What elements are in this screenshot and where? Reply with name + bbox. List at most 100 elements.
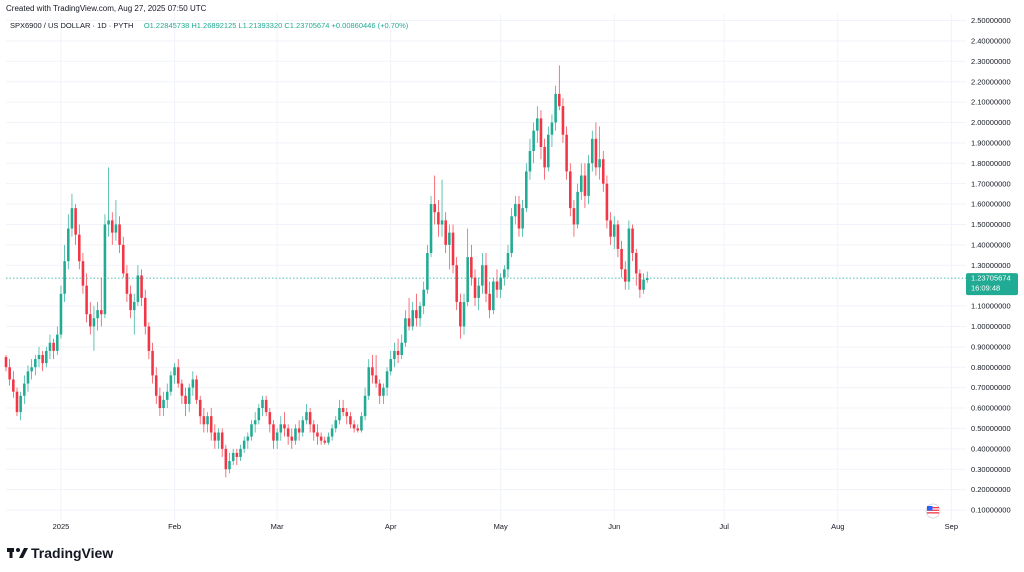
candle bbox=[8, 359, 11, 386]
candle bbox=[63, 244, 66, 302]
candle-body bbox=[462, 301, 466, 327]
candle bbox=[349, 412, 352, 429]
candle bbox=[132, 293, 136, 335]
candle bbox=[220, 428, 224, 457]
candle bbox=[319, 432, 323, 445]
candle bbox=[627, 220, 631, 290]
y-tick-label: 2.00000000 bbox=[971, 118, 1011, 127]
candle bbox=[488, 281, 491, 319]
candle bbox=[19, 391, 22, 421]
candle bbox=[634, 248, 638, 286]
candle bbox=[352, 420, 356, 433]
candle-body bbox=[26, 371, 30, 384]
candle-body bbox=[437, 212, 440, 225]
candle bbox=[147, 322, 151, 360]
candle bbox=[568, 163, 572, 217]
candle bbox=[30, 359, 33, 380]
candle bbox=[356, 424, 360, 433]
candle bbox=[514, 195, 517, 225]
candle-body bbox=[187, 387, 191, 404]
candle-body bbox=[34, 359, 37, 368]
candle-body bbox=[129, 293, 132, 311]
candle bbox=[52, 338, 55, 360]
candle bbox=[301, 416, 305, 437]
candle bbox=[316, 424, 319, 445]
candle-body bbox=[609, 220, 612, 237]
candle bbox=[217, 428, 220, 449]
candle-body bbox=[56, 334, 59, 351]
candle bbox=[143, 289, 147, 335]
x-tick-label: Jul bbox=[719, 522, 729, 531]
candle-body bbox=[587, 163, 590, 196]
y-tick-label: 2.10000000 bbox=[971, 98, 1011, 107]
candle bbox=[195, 375, 198, 404]
candle-body bbox=[81, 261, 85, 286]
candle bbox=[360, 412, 363, 433]
candle bbox=[253, 412, 257, 433]
candle-body bbox=[415, 310, 418, 319]
candle-body bbox=[404, 318, 407, 343]
y-tick-label: 1.50000000 bbox=[971, 220, 1011, 229]
candle-body bbox=[433, 204, 436, 213]
candle bbox=[495, 269, 499, 298]
price-label-value: 1.23705674 bbox=[971, 274, 1011, 283]
candle-body bbox=[253, 420, 257, 425]
candle bbox=[554, 85, 557, 131]
candle-body bbox=[312, 424, 316, 433]
y-tick-label: 1.10000000 bbox=[971, 302, 1011, 311]
candle-body bbox=[459, 301, 462, 327]
candle bbox=[275, 428, 279, 449]
candle bbox=[572, 199, 576, 237]
candle-body bbox=[114, 224, 118, 233]
y-tick-label: 0.40000000 bbox=[971, 444, 1011, 453]
candle-body bbox=[19, 395, 22, 413]
candle-body bbox=[151, 350, 154, 376]
candle bbox=[341, 399, 345, 417]
candle bbox=[250, 420, 253, 441]
candle bbox=[363, 387, 367, 421]
candle bbox=[176, 359, 180, 388]
candle-body bbox=[429, 204, 433, 254]
candle-body bbox=[140, 275, 143, 298]
candle bbox=[473, 269, 477, 307]
candle-body bbox=[78, 234, 81, 262]
candle-body bbox=[264, 399, 268, 413]
candle-body bbox=[327, 436, 330, 443]
candle bbox=[48, 334, 52, 360]
symbol-label: SPX6900 / US DOLLAR · 1D · PYTH bbox=[10, 21, 133, 30]
candle bbox=[246, 432, 250, 449]
us-flag-icon[interactable] bbox=[925, 503, 941, 519]
candle-body bbox=[367, 367, 371, 396]
y-tick-label: 0.60000000 bbox=[971, 404, 1011, 413]
candle bbox=[565, 126, 568, 180]
candle bbox=[198, 395, 202, 425]
candle-body bbox=[99, 310, 103, 315]
candle-body bbox=[554, 93, 557, 123]
candle-body bbox=[85, 285, 88, 315]
candle-body bbox=[74, 208, 77, 235]
candle-body bbox=[206, 416, 209, 425]
candle bbox=[477, 277, 480, 311]
candle-body bbox=[279, 424, 283, 433]
candle-body bbox=[374, 375, 378, 384]
candle bbox=[56, 326, 59, 355]
candle-body bbox=[426, 253, 429, 290]
candle bbox=[418, 301, 422, 327]
candle-body bbox=[198, 399, 202, 417]
candle bbox=[620, 240, 623, 278]
candle bbox=[45, 346, 48, 368]
tradingview-logo[interactable]: TradingView bbox=[7, 545, 113, 561]
candle-body bbox=[209, 416, 213, 433]
candle-body bbox=[371, 367, 374, 376]
candle-body bbox=[191, 379, 195, 388]
candle bbox=[257, 403, 261, 425]
candle bbox=[70, 193, 74, 237]
candle bbox=[114, 199, 118, 241]
x-tick-label: 2025 bbox=[53, 522, 70, 531]
price-label-countdown: 16:09:48 bbox=[971, 284, 1000, 293]
candle-body bbox=[23, 383, 26, 396]
candle bbox=[338, 399, 341, 425]
candle bbox=[323, 436, 327, 445]
candle-body bbox=[594, 138, 598, 168]
